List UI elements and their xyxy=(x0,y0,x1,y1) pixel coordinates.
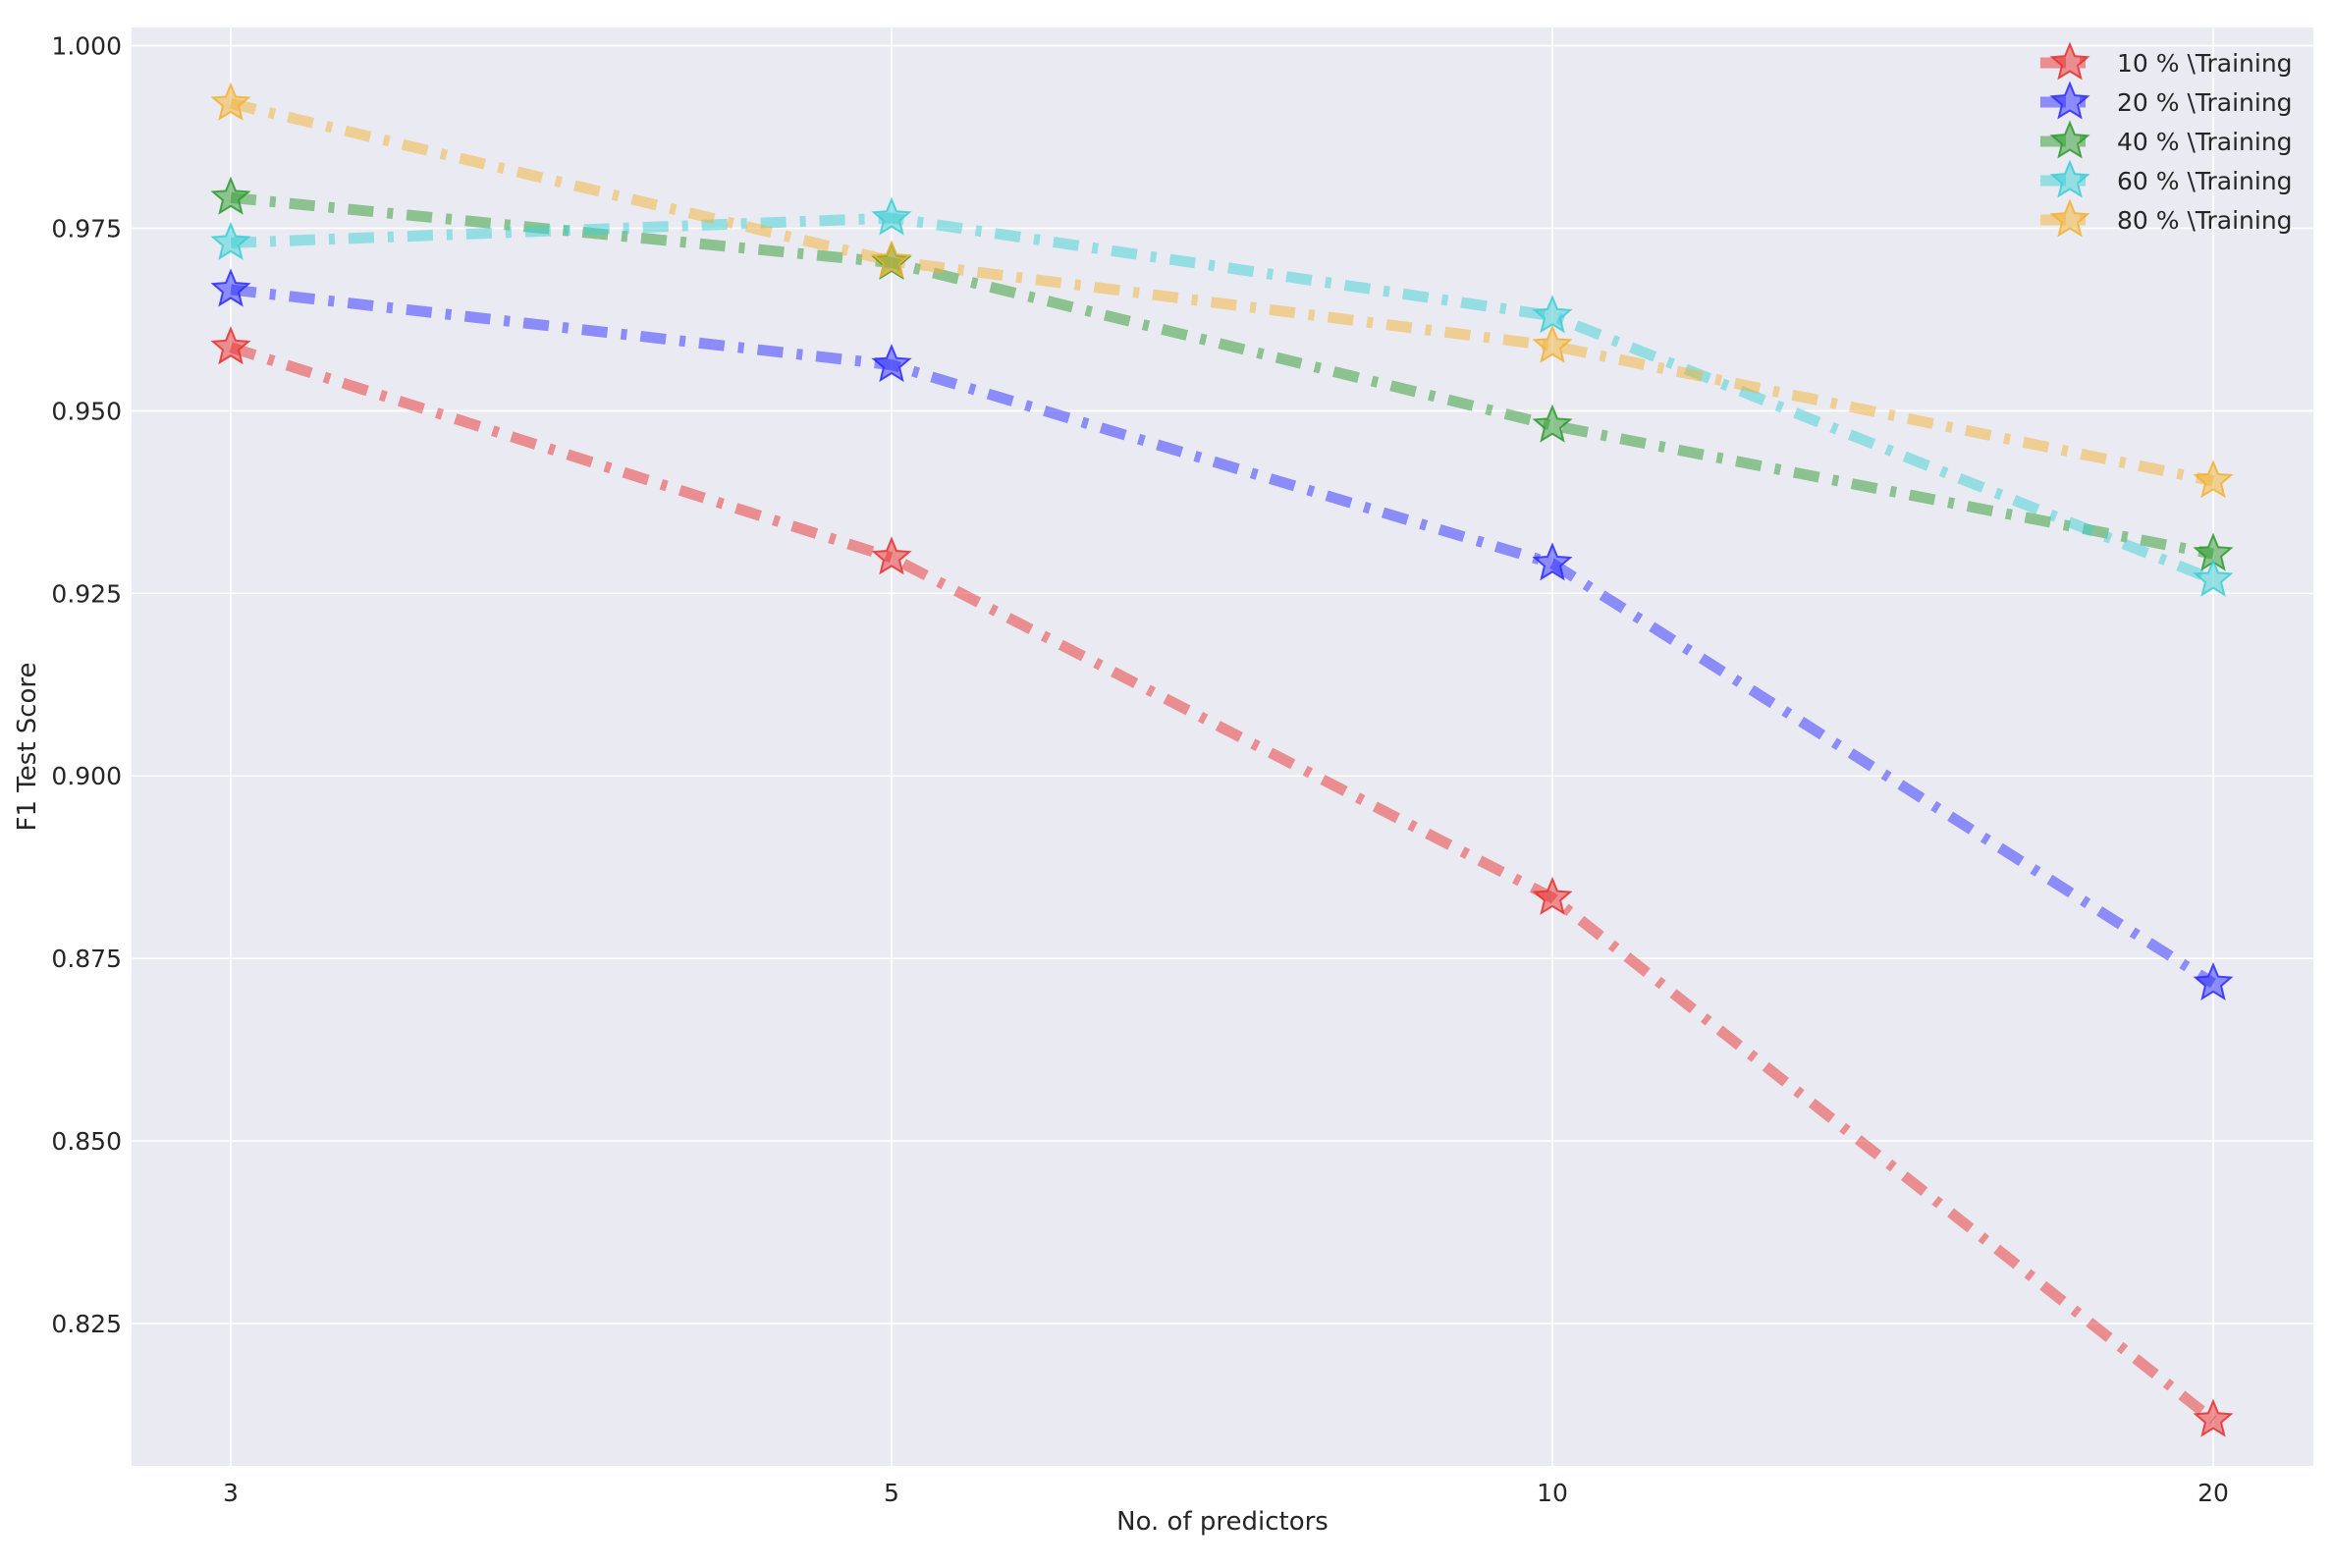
data-point-star xyxy=(871,343,912,383)
legend-swatch-star xyxy=(2049,81,2090,120)
series-line xyxy=(230,191,2215,560)
legend-label: 20 % \Training xyxy=(2117,88,2293,117)
grid xyxy=(132,27,2313,1466)
x-tick-label: 10 xyxy=(1537,1479,1568,1507)
legend: 10 % \Training 20 % \Training 40 % \Traini… xyxy=(2040,41,2293,238)
x-axis-ticks: 3 5 10 20 xyxy=(223,1479,2229,1507)
data-point-star xyxy=(2193,558,2234,597)
data-point-star xyxy=(1532,324,1573,363)
legend-label: 40 % \Training xyxy=(2117,128,2293,156)
data-point-star xyxy=(1532,404,1573,443)
series-line xyxy=(229,97,2215,487)
x-tick-label: 20 xyxy=(2197,1479,2229,1507)
y-tick-label: 0.850 xyxy=(51,1127,122,1156)
y-tick-label: 0.975 xyxy=(51,215,122,243)
y-tick-label: 0.900 xyxy=(51,762,122,790)
x-tick-label: 5 xyxy=(884,1479,899,1507)
legend-swatch-star xyxy=(2049,198,2090,238)
data-point-star xyxy=(210,221,251,260)
y-axis-label: F1 Test Score xyxy=(13,662,42,831)
data-point-star xyxy=(871,240,912,279)
data-point-star xyxy=(210,81,251,121)
data-point-star xyxy=(2193,460,2234,499)
legend-label: 80 % \Training xyxy=(2117,206,2293,235)
legend-swatch-star xyxy=(2049,159,2090,198)
series-lines xyxy=(229,97,2217,1425)
data-point-star xyxy=(1532,876,1573,915)
y-axis-ticks: 0.825 0.850 0.875 0.900 0.925 0.950 0.975 1.000 xyxy=(51,32,122,1338)
y-tick-label: 1.000 xyxy=(51,32,122,61)
data-point-star xyxy=(2193,1398,2234,1437)
data-point-star xyxy=(210,326,251,365)
legend-swatch-star xyxy=(2049,120,2090,159)
y-tick-label: 0.875 xyxy=(51,945,122,973)
series-line xyxy=(230,284,2216,989)
series-line xyxy=(229,342,2217,1425)
legend-swatch-star xyxy=(2049,41,2090,81)
series-markers xyxy=(210,81,2234,1437)
data-point-star xyxy=(871,536,912,575)
y-tick-label: 0.950 xyxy=(51,397,122,425)
data-point-star xyxy=(210,268,251,307)
data-point-star xyxy=(210,176,251,215)
y-tick-label: 0.825 xyxy=(51,1310,122,1338)
data-point-star xyxy=(1532,542,1573,581)
data-point-star xyxy=(2193,961,2234,1000)
data-point-star xyxy=(871,196,912,236)
plot-area xyxy=(132,27,2313,1466)
x-tick-label: 3 xyxy=(223,1479,239,1507)
y-tick-label: 0.925 xyxy=(51,579,122,608)
x-axis-label: No. of predictors xyxy=(1116,1507,1329,1537)
legend-label: 10 % \Training xyxy=(2117,49,2293,78)
data-point-star xyxy=(1532,295,1573,334)
legend-label: 60 % \Training xyxy=(2117,167,2293,195)
